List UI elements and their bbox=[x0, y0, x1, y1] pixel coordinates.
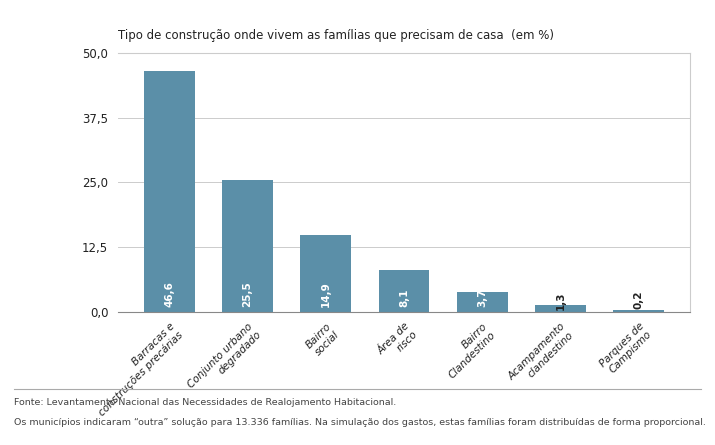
Text: 1,3: 1,3 bbox=[556, 292, 566, 311]
Text: 46,6: 46,6 bbox=[164, 282, 174, 307]
Text: Fonte: Levantamento Nacional das Necessidades de Realojamento Habitacional.: Fonte: Levantamento Nacional das Necessi… bbox=[14, 398, 397, 407]
Text: 3,7: 3,7 bbox=[477, 289, 487, 307]
Bar bbox=[378, 270, 430, 312]
Bar bbox=[144, 71, 194, 312]
Bar bbox=[300, 235, 351, 312]
Text: Tipo de construção onde vivem as famílias que precisam de casa  (em %): Tipo de construção onde vivem as família… bbox=[118, 29, 554, 42]
Text: 0,2: 0,2 bbox=[633, 291, 644, 309]
Text: 14,9: 14,9 bbox=[321, 282, 331, 307]
Text: 25,5: 25,5 bbox=[242, 282, 252, 307]
Bar bbox=[222, 180, 273, 312]
Bar bbox=[535, 305, 586, 312]
Bar bbox=[457, 292, 508, 312]
Text: Os municípios indicaram “outra” solução para 13.336 famílias. Na simulação dos g: Os municípios indicaram “outra” solução … bbox=[14, 418, 706, 427]
Text: 8,1: 8,1 bbox=[399, 289, 409, 307]
